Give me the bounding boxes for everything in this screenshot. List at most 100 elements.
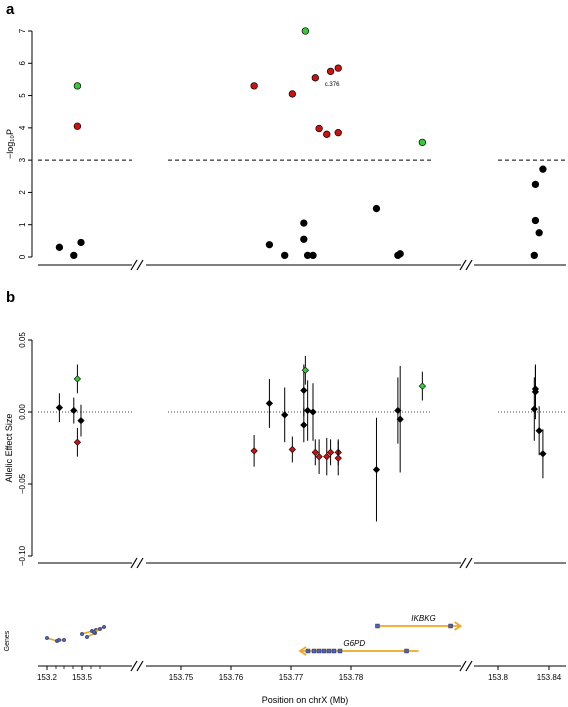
genes-xtick-label-5: 153.78 [339, 673, 364, 682]
panel-b-break-2-a [459, 557, 467, 569]
panel-a-break-2-a [459, 259, 467, 271]
gene-1-exon-5 [331, 648, 337, 654]
panel-a-point-9 [300, 219, 308, 227]
panel-a-ytick-label-3: 3 [18, 157, 27, 162]
gene-0-exon-1 [448, 623, 453, 629]
panel-b-point-11 [301, 366, 309, 374]
panel-b-point-16 [323, 453, 331, 461]
panel-b-point-4 [77, 417, 85, 425]
panel-a-ytick-label-2: 2 [18, 190, 27, 195]
panel-b-point-7 [281, 411, 289, 419]
panel-a-point-15 [315, 124, 323, 133]
panel-a-point-13 [309, 251, 317, 260]
panel-a-point-4 [77, 238, 85, 247]
panel-b-ylabel: Allelic Effect Size [4, 414, 14, 483]
panel-a-break-2-b [465, 259, 473, 271]
panel-b-point-0 [55, 404, 64, 412]
panel-b-break-1-b [136, 557, 144, 569]
panel-b-point-20 [372, 465, 381, 474]
panel-a-annotation: c.376 [325, 82, 340, 88]
panel-b-point-23 [418, 382, 426, 390]
genes-xlabel: Position on chrX (Mb) [262, 695, 349, 705]
panel-a-ytick-label-4: 4 [18, 125, 27, 130]
panel-a-point-7 [281, 251, 289, 260]
panel-a-point-5 [250, 82, 258, 90]
panel-a-point-23 [418, 138, 427, 147]
gene-1-exon-4 [326, 648, 332, 654]
panel-a-point-6 [265, 241, 274, 249]
panel-a-break-1-a [130, 259, 138, 271]
genes-break-1-b [136, 660, 144, 672]
panel-a-ytick-label-0: 0 [18, 254, 27, 259]
genes-xtick-label-6: 153.8 [488, 673, 509, 682]
gene-1-label: G6PD [343, 639, 365, 648]
panel-b-point-22 [396, 415, 404, 423]
panel-b-ytick-label-2: 0.00 [18, 404, 27, 420]
panel-a-ylabel: −log₁₀P [5, 129, 15, 159]
genes-break-2-a [459, 660, 467, 672]
genes-xtick-label-4: 153.77 [279, 673, 304, 682]
panel-b-point-9 [300, 386, 308, 395]
panel-a-point-26 [531, 180, 540, 189]
panel-b-label: b [6, 289, 15, 306]
panel-a-point-19 [334, 129, 342, 137]
genes-break-1-a [130, 660, 138, 672]
gene-1-exon-1 [311, 648, 317, 654]
panel-a-point-2 [73, 82, 82, 90]
gene-1-exon-7 [404, 648, 409, 654]
gene-small-exon-0a [45, 636, 50, 641]
panel-a-point-22 [396, 250, 404, 258]
panel-b-point-14 [311, 448, 319, 456]
panel-b-ytick-label-3: 0.05 [18, 332, 27, 348]
panel-b-point-15 [315, 453, 323, 461]
panel-a-point-14 [311, 74, 319, 82]
panel-b-ytick-label-0: −0.10 [18, 545, 27, 566]
panel-b-point-2 [73, 375, 82, 383]
panel-b-point-28 [539, 450, 547, 458]
panel-a-point-0 [55, 243, 64, 251]
panel-a-point-17 [326, 67, 335, 76]
panel-a-ytick-label-7: 7 [18, 28, 27, 33]
gene-small-exon-1a [57, 638, 62, 643]
gene-0-arrow [454, 621, 463, 631]
panel-b-point-27 [535, 427, 543, 435]
panel-b: −0.10 −0.05 0.00 0.05 Allelic Effect Size [4, 332, 566, 569]
panel-a-point-25 [531, 216, 540, 225]
panel-a-point-1 [70, 251, 78, 260]
gene-0-exon-0 [375, 623, 380, 629]
panel-b-point-5 [250, 447, 258, 455]
panel-b-break-2-b [465, 557, 473, 569]
panel-b-point-13 [309, 408, 317, 416]
gene-small-exon-1b [62, 638, 67, 643]
panel-b-point-6 [265, 399, 274, 407]
panel-b-point-3 [73, 438, 82, 446]
panel-b-point-17 [326, 448, 335, 456]
gene-small-exon-4b [101, 625, 106, 630]
panel-a-point-24 [530, 251, 538, 260]
panel-a-point-20 [372, 204, 381, 213]
gene-small-exon-5a [91, 630, 96, 635]
panel-b-point-24 [530, 405, 538, 413]
panel-genes: Genes IKBKG G6PD 153.2 153.5 153.75 153.76 153.… [4, 614, 566, 705]
gene-small-exon-3a [84, 635, 89, 640]
panel-a-break-1-b [136, 259, 144, 271]
panel-a-point-27 [535, 229, 543, 237]
panel-a-ytick-label-1: 1 [18, 222, 27, 227]
genes-ylabel: Genes [4, 630, 11, 651]
genes-xtick-label-0: 153.2 [37, 673, 58, 682]
panel-b-point-26 [531, 388, 540, 396]
panel-b-point-12 [304, 406, 312, 415]
genes-break-2-b [465, 660, 473, 672]
panel-a-point-10 [300, 235, 308, 243]
panel-a-ytick-label-6: 6 [18, 61, 27, 66]
genes-xtick-label-3: 153.76 [219, 673, 244, 682]
panel-b-break-1-a [130, 557, 138, 569]
panel-b-point-19 [334, 454, 342, 462]
panel-b-ytick-label-1: −0.05 [18, 473, 27, 494]
gene-0-label: IKBKG [411, 614, 435, 623]
gene-small-exon-5b [97, 627, 102, 632]
panel-a-ytick-label-5: 5 [18, 93, 27, 98]
panel-a-point-16 [323, 130, 331, 138]
gene-1-arrow [298, 646, 307, 656]
